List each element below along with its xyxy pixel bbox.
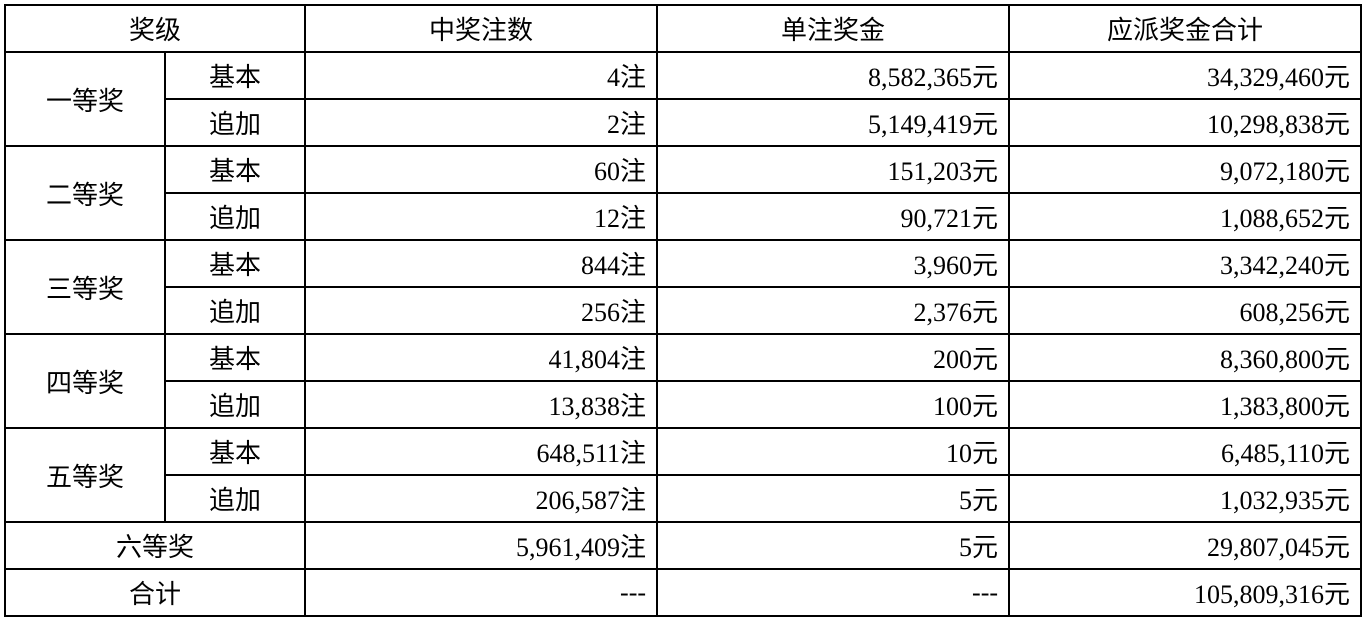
prize-type: 基本 xyxy=(165,146,305,193)
sixth-prize-row: 六等奖 5,961,409注 5元 29,807,045元 xyxy=(5,522,1361,569)
prize-unit: 90,721元 xyxy=(657,193,1009,240)
prize-total: 10,298,838元 xyxy=(1009,99,1361,146)
prize-count: 13,838注 xyxy=(305,381,657,428)
total-label: 合计 xyxy=(5,569,305,616)
prize-count: 41,804注 xyxy=(305,334,657,381)
prize-unit: 5元 xyxy=(657,522,1009,569)
prize-unit: 200元 xyxy=(657,334,1009,381)
prize-unit: 100元 xyxy=(657,381,1009,428)
prize-type: 追加 xyxy=(165,193,305,240)
prize-type: 追加 xyxy=(165,287,305,334)
prize-type: 基本 xyxy=(165,428,305,475)
prize-total: 29,807,045元 xyxy=(1009,522,1361,569)
prize-count: 4注 xyxy=(305,52,657,99)
header-row: 奖级 中奖注数 单注奖金 应派奖金合计 xyxy=(5,5,1361,52)
prize-type: 基本 xyxy=(165,334,305,381)
table-row: 追加 13,838注 100元 1,383,800元 xyxy=(5,381,1361,428)
header-unit: 单注奖金 xyxy=(657,5,1009,52)
prize-total: 1,032,935元 xyxy=(1009,475,1361,522)
prize-level: 四等奖 xyxy=(5,334,165,428)
prize-count: 206,587注 xyxy=(305,475,657,522)
prize-unit: 151,203元 xyxy=(657,146,1009,193)
prize-total: 608,256元 xyxy=(1009,287,1361,334)
total-unit: --- xyxy=(657,569,1009,616)
total-row: 合计 --- --- 105,809,316元 xyxy=(5,569,1361,616)
prize-level: 五等奖 xyxy=(5,428,165,522)
prize-type: 追加 xyxy=(165,99,305,146)
prize-unit: 5,149,419元 xyxy=(657,99,1009,146)
prize-count: 5,961,409注 xyxy=(305,522,657,569)
prize-count: 648,511注 xyxy=(305,428,657,475)
table-row: 追加 12注 90,721元 1,088,652元 xyxy=(5,193,1361,240)
header-level: 奖级 xyxy=(5,5,305,52)
prize-total: 8,360,800元 xyxy=(1009,334,1361,381)
table-row: 追加 206,587注 5元 1,032,935元 xyxy=(5,475,1361,522)
prize-total: 1,383,800元 xyxy=(1009,381,1361,428)
prize-level: 一等奖 xyxy=(5,52,165,146)
prize-unit: 3,960元 xyxy=(657,240,1009,287)
prize-total: 6,485,110元 xyxy=(1009,428,1361,475)
table-row: 追加 2注 5,149,419元 10,298,838元 xyxy=(5,99,1361,146)
table-row: 二等奖 基本 60注 151,203元 9,072,180元 xyxy=(5,146,1361,193)
prize-table: 奖级 中奖注数 单注奖金 应派奖金合计 一等奖 基本 4注 8,582,365元… xyxy=(4,4,1362,617)
prize-total: 34,329,460元 xyxy=(1009,52,1361,99)
prize-type: 追加 xyxy=(165,381,305,428)
prize-unit: 10元 xyxy=(657,428,1009,475)
prize-unit: 5元 xyxy=(657,475,1009,522)
header-count: 中奖注数 xyxy=(305,5,657,52)
prize-count: 256注 xyxy=(305,287,657,334)
prize-type: 基本 xyxy=(165,240,305,287)
table-row: 四等奖 基本 41,804注 200元 8,360,800元 xyxy=(5,334,1361,381)
header-total: 应派奖金合计 xyxy=(1009,5,1361,52)
prize-count: 844注 xyxy=(305,240,657,287)
prize-total: 3,342,240元 xyxy=(1009,240,1361,287)
prize-type: 追加 xyxy=(165,475,305,522)
table-row: 一等奖 基本 4注 8,582,365元 34,329,460元 xyxy=(5,52,1361,99)
prize-count: 2注 xyxy=(305,99,657,146)
prize-level: 六等奖 xyxy=(5,522,305,569)
prize-total: 9,072,180元 xyxy=(1009,146,1361,193)
prize-level: 三等奖 xyxy=(5,240,165,334)
prize-unit: 8,582,365元 xyxy=(657,52,1009,99)
total-total: 105,809,316元 xyxy=(1009,569,1361,616)
table-row: 追加 256注 2,376元 608,256元 xyxy=(5,287,1361,334)
table-row: 五等奖 基本 648,511注 10元 6,485,110元 xyxy=(5,428,1361,475)
prize-total: 1,088,652元 xyxy=(1009,193,1361,240)
prize-unit: 2,376元 xyxy=(657,287,1009,334)
prize-type: 基本 xyxy=(165,52,305,99)
prize-level: 二等奖 xyxy=(5,146,165,240)
prize-count: 60注 xyxy=(305,146,657,193)
prize-count: 12注 xyxy=(305,193,657,240)
table-row: 三等奖 基本 844注 3,960元 3,342,240元 xyxy=(5,240,1361,287)
total-count: --- xyxy=(305,569,657,616)
